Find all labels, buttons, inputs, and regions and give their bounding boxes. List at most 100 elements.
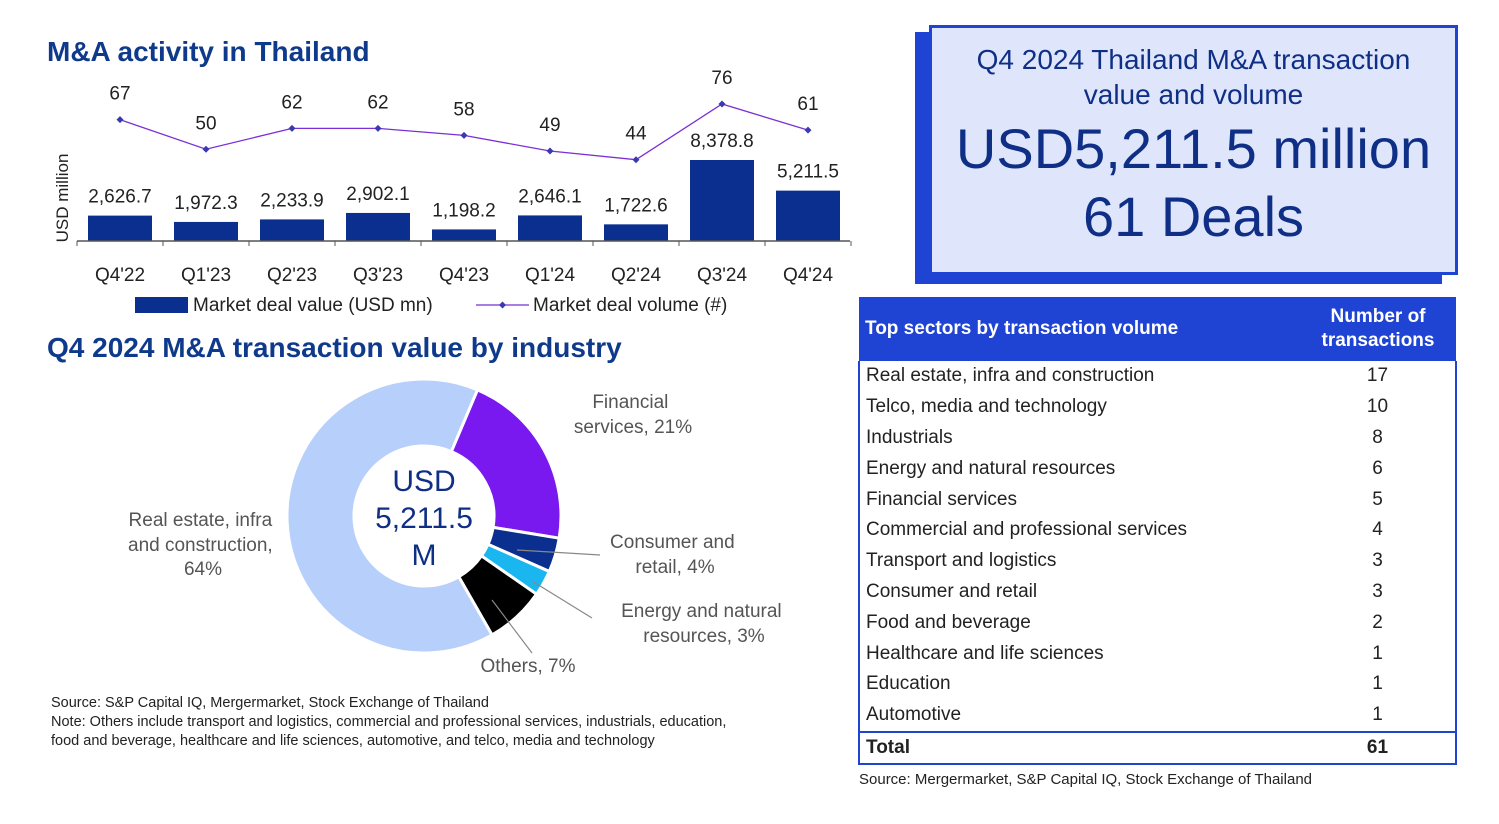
legend-line-marker — [499, 301, 506, 309]
sector-name: Automotive — [866, 704, 962, 726]
table-row: Education 1 — [859, 669, 1456, 700]
table-source: Source: Mergermarket, S&P Capital IQ, St… — [859, 771, 1313, 788]
header-count: Number of transactions — [1300, 297, 1456, 361]
kpi-value: USD5,211.5 million — [955, 117, 1432, 180]
table-row: Transport and logistics 3 — [859, 546, 1456, 577]
slice-label-energy: Energy and natural resources, 3% — [621, 601, 787, 647]
slice-label-real-estate: Real estate, infra and construction, 64% — [128, 510, 278, 580]
x-tick-label: Q4'22 — [95, 265, 145, 286]
note-line-1: Note: Others include transport and logis… — [51, 714, 727, 730]
line-value-label: 44 — [625, 124, 647, 145]
legend: Market deal value (USD mn) Market deal v… — [135, 295, 727, 316]
x-tick-label: Q3'23 — [353, 265, 403, 286]
bar-value-label: 2,646.1 — [518, 186, 581, 207]
x-tick-label: Q4'24 — [783, 265, 834, 286]
sector-count: 1 — [1372, 642, 1383, 664]
line-point — [116, 116, 124, 124]
sector-name: Industrials — [866, 426, 953, 448]
table-row: Consumer and retail 3 — [859, 577, 1456, 608]
bar-value-label: 5,211.5 — [777, 162, 839, 183]
line-point — [202, 145, 210, 153]
sector-count: 2 — [1372, 611, 1383, 633]
note-line-2: food and beverage, healthcare and life s… — [51, 733, 655, 749]
center-line-1: USD — [392, 465, 455, 498]
bar-value-label: 8,378.8 — [690, 131, 753, 152]
total-value: 61 — [1300, 730, 1456, 765]
x-tick-label: Q3'24 — [697, 265, 748, 286]
line-value-label: 62 — [281, 92, 302, 113]
line-point — [288, 124, 296, 132]
bar-value-label: 1,198.2 — [432, 200, 495, 221]
table-row: Industrials 8 — [859, 423, 1456, 454]
sector-count: 3 — [1372, 550, 1383, 572]
legend-bar-swatch — [135, 297, 188, 313]
sector-name: Financial services — [866, 488, 1017, 510]
table-total-row: Total 61 — [859, 730, 1456, 765]
bar — [174, 221, 238, 241]
header-count-line-2: transactions — [1321, 330, 1435, 351]
donut-center-label: USD 5,211.5 M — [375, 465, 473, 572]
bar-value-label: 1,972.3 — [174, 193, 237, 214]
x-tick-label: Q1'24 — [525, 265, 576, 286]
donut-callouts — [491, 549, 601, 654]
center-line-3: M — [412, 539, 437, 572]
kpi-heading: Q4 2024 Thailand M&A transaction value a… — [976, 44, 1411, 110]
sector-name: Food and beverage — [866, 611, 1031, 633]
x-tick-label: Q2'23 — [267, 265, 317, 286]
notes-block: Source: S&P Capital IQ, Mergermarket, St… — [51, 694, 726, 751]
slice-label-others: Others, 7% — [480, 656, 575, 677]
line-point — [632, 156, 640, 164]
bar — [260, 219, 324, 241]
legend-line-label: Market deal volume (#) — [533, 295, 727, 316]
table-body: Real estate, infra and construction 17 Tel… — [859, 361, 1456, 732]
sector-name: Real estate, infra and construction — [866, 365, 1155, 387]
sector-table: Top sectors by transaction volume Number… — [858, 297, 1457, 765]
bar — [776, 190, 840, 241]
industry-chart-title: Q4 2024 M&A transaction value by industr… — [47, 332, 622, 363]
bar-value-label: 2,626.7 — [88, 187, 151, 208]
activity-chart-title: M&A activity in Thailand — [47, 36, 370, 67]
line-value-label: 62 — [367, 92, 388, 113]
table-row: Commercial and professional services 4 — [859, 515, 1456, 546]
sector-count: 1 — [1372, 673, 1383, 695]
line-value-label: 61 — [797, 94, 818, 115]
sector-name: Healthcare and life sciences — [866, 642, 1104, 664]
slice-label-financial: Financial services, 21% — [574, 392, 692, 438]
table-row: Healthcare and life sciences 1 — [859, 638, 1456, 669]
sector-name: Energy and natural resources — [866, 457, 1116, 479]
activity-combo-chart: USD million 2,626.7 1,972.3 2,233.9 2,902.1… — [53, 68, 852, 316]
sector-count: 17 — [1366, 365, 1389, 387]
table-row: Energy and natural resources 6 — [859, 453, 1456, 484]
y-axis-label: USD million — [53, 154, 72, 243]
industry-donut-chart: Real estate, infra and construction, 64%… — [128, 377, 787, 677]
table-row: Financial services 5 — [859, 484, 1456, 515]
table-row: Telco, media and technology 10 — [859, 392, 1456, 423]
table-row: Real estate, infra and construction 17 — [859, 361, 1456, 392]
legend-bar-label: Market deal value (USD mn) — [193, 295, 433, 316]
x-tick-label: Q2'24 — [611, 265, 662, 286]
line-value-label: 67 — [109, 84, 130, 105]
x-tick-label: Q4'23 — [439, 265, 489, 286]
table-row: Automotive 1 — [859, 700, 1456, 732]
bar-value-label: 2,902.1 — [346, 184, 409, 205]
sector-count: 8 — [1372, 426, 1383, 448]
x-tick-label: Q1'23 — [181, 265, 231, 286]
bar-value-label: 1,722.6 — [604, 195, 667, 216]
header-sector: Top sectors by transaction volume — [859, 297, 1300, 361]
sector-count: 3 — [1372, 580, 1383, 602]
line-point — [546, 147, 554, 155]
bar — [88, 215, 152, 241]
line-point — [460, 131, 468, 139]
table-header-row: Top sectors by transaction volume Number… — [859, 297, 1456, 361]
bar — [346, 212, 410, 241]
sector-name: Transport and logistics — [866, 550, 1057, 572]
header-count-line-1: Number of — [1330, 306, 1426, 327]
line-point — [804, 126, 812, 134]
bar — [604, 224, 668, 241]
donut-slice-labels: Real estate, infra and construction, 64%… — [128, 392, 787, 677]
line-value-label: 50 — [195, 113, 216, 134]
line-point — [718, 100, 726, 108]
table-row: Food and beverage 2 — [859, 607, 1456, 638]
bar — [518, 215, 582, 241]
kpi-card: Q4 2024 Thailand M&A transaction value a… — [929, 25, 1458, 275]
